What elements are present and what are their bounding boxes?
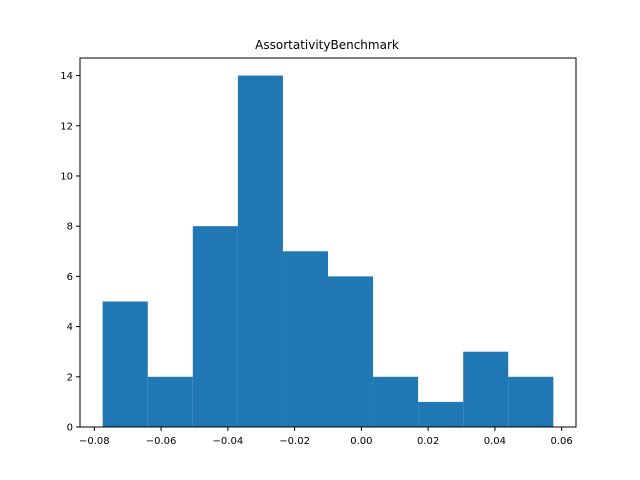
x-tick-label: −0.02 bbox=[279, 436, 310, 447]
x-tick-label: −0.06 bbox=[146, 436, 177, 447]
y-tick-label: 4 bbox=[67, 322, 73, 333]
histogram-bar bbox=[102, 301, 148, 427]
histogram-bar bbox=[418, 401, 464, 427]
x-tick-label: 0.02 bbox=[417, 436, 439, 447]
histogram-bar bbox=[508, 376, 554, 427]
x-tick-label: 0.06 bbox=[551, 436, 573, 447]
x-axis-ticks: −0.08 −0.06 −0.04 −0.02 0.00 0.02 0.04 0.06 bbox=[79, 427, 573, 447]
y-axis-ticks: 0 2 4 6 8 10 12 14 bbox=[60, 71, 80, 434]
y-tick-label: 12 bbox=[60, 121, 73, 132]
y-tick-label: 14 bbox=[60, 71, 73, 82]
y-tick-label: 2 bbox=[67, 372, 73, 383]
y-tick-label: 6 bbox=[67, 272, 73, 283]
chart-title: AssortativityBenchmark bbox=[255, 38, 399, 52]
axes-frame bbox=[79, 57, 577, 428]
y-tick-label: 8 bbox=[67, 222, 73, 233]
histogram-bar bbox=[192, 226, 238, 427]
bars-group bbox=[102, 75, 554, 428]
histogram-bar bbox=[373, 376, 419, 427]
x-tick-label: −0.04 bbox=[213, 436, 244, 447]
y-tick-label: 10 bbox=[60, 171, 73, 182]
histogram-bar bbox=[282, 251, 328, 427]
histogram-bar bbox=[237, 75, 283, 428]
x-tick-label: 0.00 bbox=[350, 436, 372, 447]
histogram-bar bbox=[147, 376, 193, 427]
histogram-bar bbox=[463, 351, 509, 427]
histogram-bar bbox=[328, 276, 374, 427]
y-tick-label: 0 bbox=[67, 423, 73, 434]
x-tick-label: −0.08 bbox=[79, 436, 110, 447]
x-tick-label: 0.04 bbox=[484, 436, 506, 447]
